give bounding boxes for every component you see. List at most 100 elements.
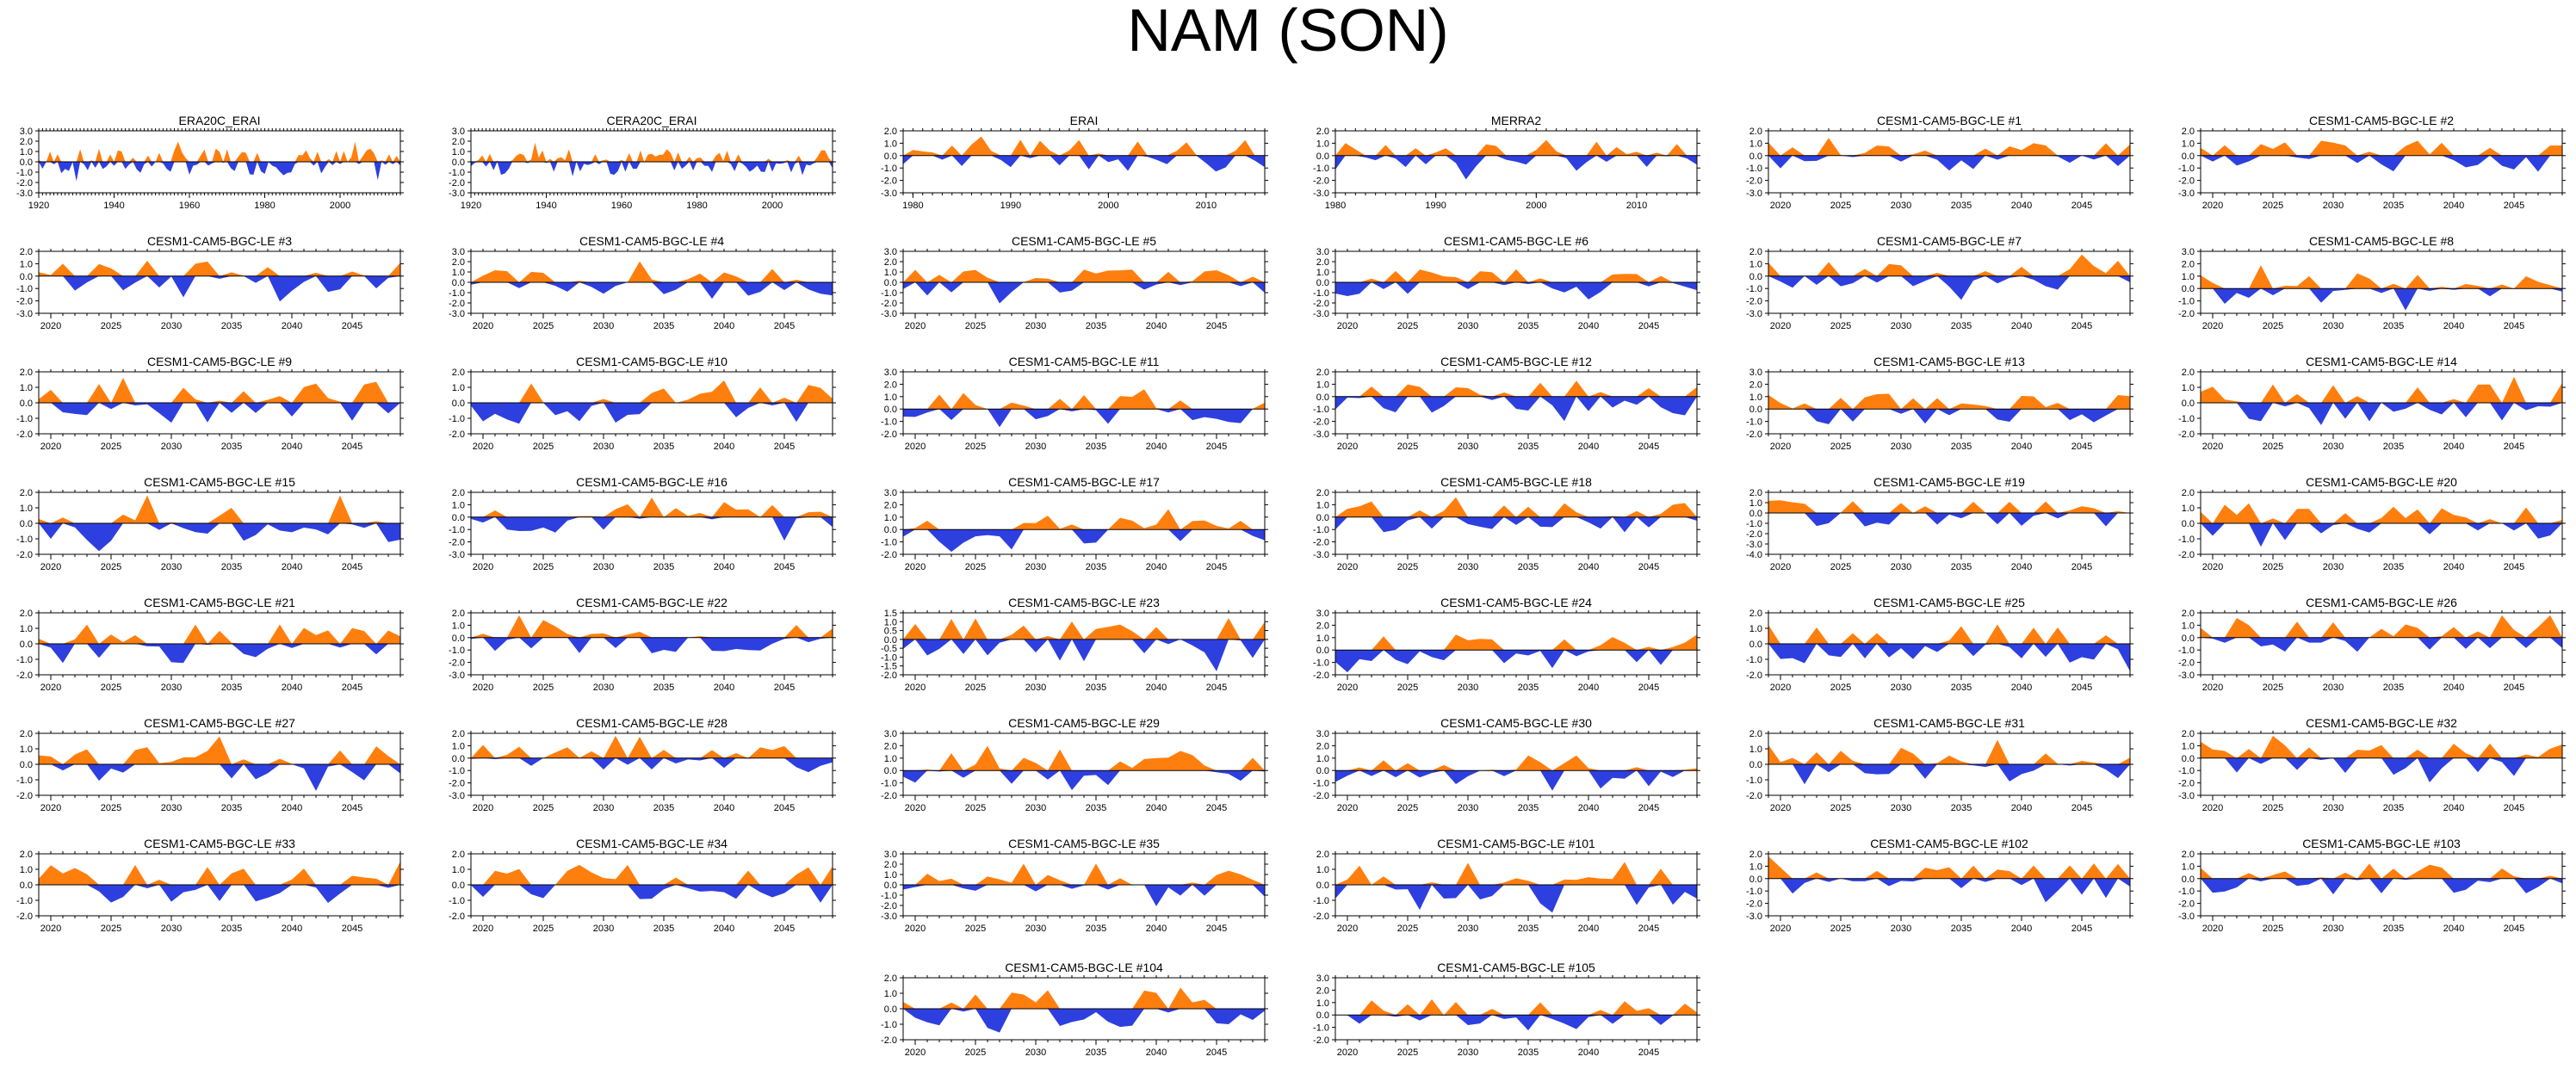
x-tick-label: 2020 [2202, 803, 2223, 813]
panel-title: CESM1-CAM5-BGC-LE #24 [1440, 596, 1592, 609]
x-tick-label: 2045 [1206, 924, 1227, 934]
y-tick-label: -1.0 [881, 538, 897, 548]
y-tick-label: -3.0 [881, 188, 897, 199]
y-tick-label: -3.0 [2178, 791, 2195, 801]
panel-title: CESM1-CAM5-BGC-LE #29 [1008, 716, 1160, 730]
y-tick-label: 0.0 [20, 519, 33, 529]
x-tick-label: 2035 [1518, 1047, 1539, 1058]
y-tick-label: 0.0 [1749, 272, 1762, 282]
positive-area [471, 735, 833, 758]
x-tick-label: 2040 [714, 562, 734, 572]
x-tick-label: 2045 [1206, 321, 1227, 331]
y-tick-label: -2.0 [1746, 297, 1762, 307]
y-tick-label: -2.0 [16, 911, 33, 922]
negative-area [471, 885, 833, 903]
negative-area [903, 639, 1265, 671]
positive-area [39, 736, 400, 764]
x-tick-label: 2045 [2071, 442, 2092, 452]
y-tick-label: -1.0 [2178, 887, 2195, 897]
x-tick-label: 2030 [1025, 1047, 1046, 1058]
x-tick-label: 1980 [686, 201, 707, 211]
panel-title: CESM1-CAM5-BGC-LE #30 [1440, 716, 1592, 730]
y-tick-label: 0.0 [1316, 881, 1329, 891]
positive-area [1335, 998, 1697, 1016]
positive-area [903, 618, 1265, 640]
x-tick-label: 2040 [282, 683, 302, 693]
x-tick-label: 2020 [1337, 442, 1358, 452]
x-tick-label: 2040 [714, 683, 734, 693]
x-tick-label: 2020 [473, 803, 493, 813]
panel: CESM1-CAM5-BGC-LE #31 2.0 1.0 0.0 -1.0 -2.0 20… [1746, 716, 2133, 813]
y-tick-label: -2.0 [2178, 309, 2195, 319]
x-tick-label: 2045 [2071, 924, 2092, 934]
panel: CESM1-CAM5-BGC-LE #3 2.0 1.0 0.0 -1.0 -2.0 -3.… [16, 234, 404, 331]
y-tick-label: 1.0 [2182, 504, 2195, 514]
y-tick-label: 2.0 [1316, 488, 1329, 498]
panel-frame [1334, 732, 1698, 796]
x-tick-label: 2040 [714, 442, 734, 452]
panel-title: CESM1-CAM5-BGC-LE #35 [1008, 837, 1160, 850]
panel: CESM1-CAM5-BGC-LE #32 2.0 1.0 0.0 -1.0 -2.0 -3… [2178, 716, 2566, 813]
positive-area [471, 380, 833, 403]
y-tick-label: -1.0 [881, 164, 897, 174]
y-tick-label: -2.0 [2178, 779, 2195, 789]
y-tick-label: 0.0 [452, 754, 465, 764]
x-tick-label: 1940 [103, 201, 124, 211]
x-tick-label: 2000 [1098, 201, 1118, 211]
x-tick-label: 2030 [1891, 201, 1911, 211]
x-tick-label: 2025 [533, 321, 554, 331]
panel: CESM1-CAM5-BGC-LE #16 2.0 1.0 0.0 -1.0 -2.0 -3… [449, 475, 836, 572]
y-tick-label: 0.5 [884, 627, 897, 637]
positive-area [2201, 265, 2562, 289]
y-tick-label: -2.0 [16, 429, 33, 440]
x-tick-label: 2030 [161, 442, 182, 452]
x-tick-label: 2025 [1830, 321, 1851, 331]
y-tick-label: -3.0 [2178, 188, 2195, 199]
y-tick-label: -2.0 [16, 791, 33, 801]
negative-area [1768, 155, 2130, 171]
x-tick-label: 1960 [611, 201, 632, 211]
positive-area [471, 261, 833, 282]
positive-area [39, 624, 400, 644]
x-tick-label: 2030 [1458, 562, 1478, 572]
x-tick-label: 2040 [714, 803, 734, 813]
positive-area [1768, 624, 2130, 644]
panel-title: CESM1-CAM5-BGC-LE #17 [1008, 475, 1160, 489]
x-tick-label: 2040 [2443, 321, 2464, 331]
y-tick-label: 3.0 [20, 127, 33, 137]
y-tick-label: -2.0 [881, 670, 897, 681]
y-tick-label: 1.0 [1316, 139, 1329, 149]
y-tick-label: -2.0 [881, 901, 897, 911]
panel: CESM1-CAM5-BGC-LE #5 3.02.01.00.0-1.0-2.0… [881, 234, 1268, 331]
positive-area [903, 987, 1265, 1009]
y-tick-label: 0.0 [884, 1004, 897, 1015]
positive-area [2201, 863, 2562, 879]
panel: CESM1-CAM5-BGC-LE #21 2.0 1.0 0.0 -1.0 -2.0 20… [16, 596, 404, 693]
negative-area [39, 403, 400, 423]
x-tick-label: 2025 [101, 683, 121, 693]
y-tick-label: 0.0 [1749, 509, 1762, 519]
x-tick-label: 2025 [533, 683, 554, 693]
negative-area [1768, 513, 2130, 527]
y-tick-label: 1.0 [2182, 862, 2195, 872]
panel: CESM1-CAM5-BGC-LE #15 2.0 1.0 0.0 -1.0 -2.0 20… [16, 475, 404, 572]
positive-area [903, 269, 1265, 282]
y-tick-label: -1.0 [16, 896, 33, 906]
y-tick-label: 0.0 [2182, 874, 2195, 885]
x-tick-label: 2035 [1086, 321, 1106, 331]
x-tick-label: 2025 [101, 321, 121, 331]
y-tick-label: 0.0 [2182, 754, 2195, 764]
x-tick-label: 2040 [1578, 803, 1599, 813]
y-tick-label: 0.0 [884, 635, 897, 646]
x-tick-label: 2045 [342, 803, 362, 813]
x-tick-label: 2025 [2263, 442, 2283, 452]
x-tick-label: 2040 [1578, 924, 1599, 934]
y-tick-label: 2.0 [884, 380, 897, 390]
y-tick-label: -1.0 [881, 779, 897, 789]
positive-area [1335, 497, 1697, 517]
negative-area [471, 637, 833, 654]
negative-area [2201, 403, 2562, 425]
negative-area [1768, 409, 2130, 424]
y-tick-label: -3.0 [1746, 188, 1762, 199]
y-tick-label: -2.0 [449, 429, 465, 440]
